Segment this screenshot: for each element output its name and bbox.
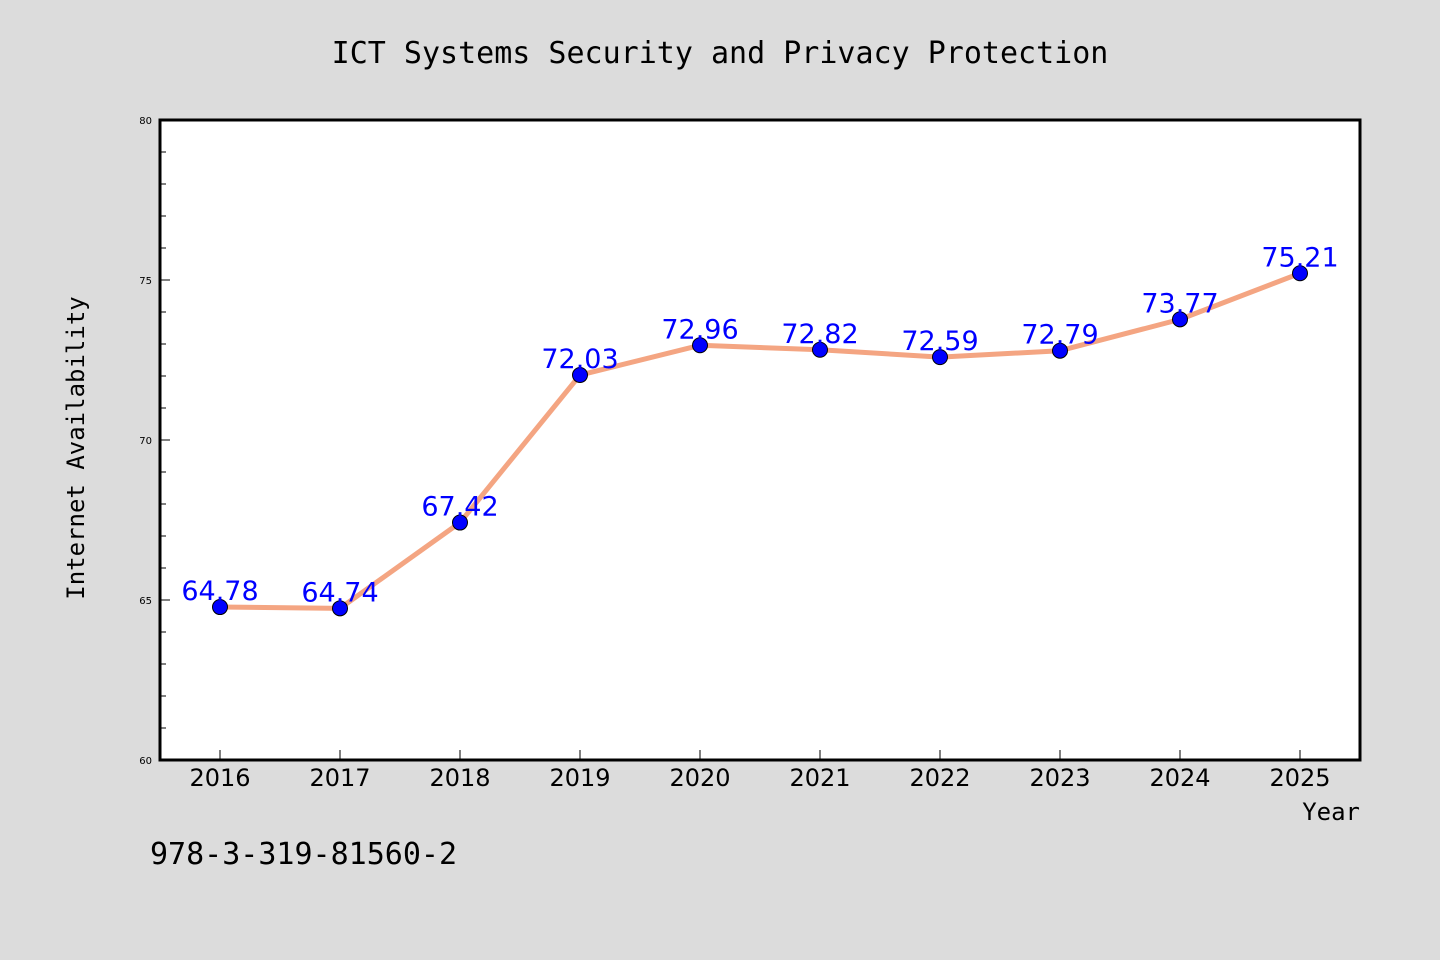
y-tick-label: 75	[139, 276, 152, 287]
x-tick-label: 2022	[909, 764, 970, 792]
data-labels: 64.78 64.74 67.42 72.03 72.96 72.82 72.59 72.79…	[181, 242, 1338, 608]
data-point	[1052, 342, 1068, 359]
x-tick-label: 2024	[1149, 764, 1210, 792]
data-point	[812, 341, 828, 358]
x-axis-ticks: 2016 2017 2018 2019 2020 2021 2022 2023 2024 2025	[189, 750, 1331, 792]
x-tick-label: 2025	[1269, 764, 1330, 792]
data-label: 75.21	[1261, 242, 1338, 273]
data-label: 72.96	[661, 314, 738, 345]
data-point	[932, 349, 948, 366]
chart-title: ICT Systems Security and Privacy Protect…	[332, 36, 1109, 71]
series-markers	[212, 265, 1308, 617]
x-axis-label: Year	[1302, 798, 1360, 826]
y-tick-label: 80	[139, 116, 152, 127]
y-axis-label: Internet Availability	[62, 296, 90, 599]
plot-area	[160, 120, 1360, 760]
data-point	[452, 514, 468, 531]
data-label: 72.59	[901, 326, 978, 357]
x-tick-label: 2018	[429, 764, 490, 792]
y-tick-label: 65	[139, 596, 152, 607]
data-label: 72.03	[541, 344, 618, 375]
data-label: 64.74	[301, 577, 378, 608]
data-label: 72.82	[781, 319, 858, 350]
x-tick-label: 2020	[669, 764, 730, 792]
data-point	[572, 367, 588, 384]
data-label: 64.78	[181, 576, 258, 607]
data-label: 72.79	[1021, 320, 1098, 351]
y-tick-label: 60	[139, 756, 152, 767]
data-point	[212, 599, 228, 616]
data-label: 67.42	[421, 492, 498, 523]
x-tick-label: 2021	[789, 764, 850, 792]
x-tick-label: 2023	[1029, 764, 1090, 792]
isbn-text: 978-3-319-81560-2	[150, 837, 457, 872]
data-point	[1292, 265, 1308, 282]
y-tick-label: 70	[139, 436, 152, 447]
x-tick-label: 2017	[309, 764, 370, 792]
data-point	[332, 600, 348, 617]
series-line	[217, 270, 1303, 611]
data-point	[692, 337, 708, 354]
plot-frame	[158, 118, 1362, 762]
x-tick-label: 2019	[549, 764, 610, 792]
x-tick-label: 2016	[189, 764, 250, 792]
data-point	[1172, 311, 1188, 328]
data-label: 73.77	[1141, 288, 1218, 319]
